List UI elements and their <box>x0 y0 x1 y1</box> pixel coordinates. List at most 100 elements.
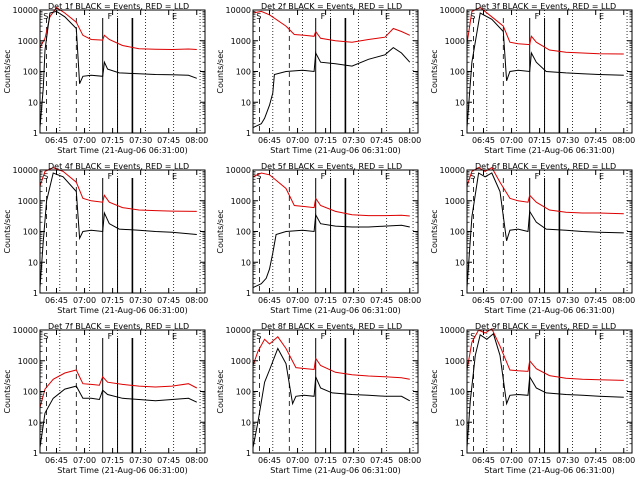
x-tick-label: 08:00 <box>398 456 421 465</box>
black-series-line <box>466 332 624 448</box>
y-tick-label: 1 <box>246 129 251 138</box>
red-series-line <box>39 167 197 212</box>
x-tick-label: 07:30 <box>556 136 579 145</box>
y-tick-label: 1 <box>33 289 38 298</box>
x-tick-label: 07:45 <box>370 456 393 465</box>
y-tick-label: 100 <box>23 388 38 397</box>
flag-label-f: F <box>108 172 113 181</box>
plot-title: Det 9f BLACK = Events, RED = LLD <box>475 322 616 331</box>
plot-title: Det 5f BLACK = Events, RED = LLD <box>261 162 402 171</box>
y-tick-label: 1000 <box>231 197 251 206</box>
y-tick-label: 1000 <box>445 37 465 46</box>
flag-label-e: E <box>599 172 604 181</box>
x-tick-label: 06:45 <box>258 136 281 145</box>
flag-label-e: E <box>172 332 177 341</box>
y-tick-label: 10000 <box>226 166 251 175</box>
detector-plot-5: S F E 1 10 100 1000 10000 06:45 07:00 07:15 07:30 07… <box>216 162 421 315</box>
detector-plot-7: S F E 1 10 100 1000 10000 06:45 07:00 07:15 07:30 07… <box>3 322 208 475</box>
detector-plot-3: S F E 1 10 100 1000 10000 06:45 07:00 07:15 07:30 07… <box>430 2 635 155</box>
x-tick-label: 07:00 <box>286 136 309 145</box>
flag-label-f: F <box>321 12 326 21</box>
y-tick-label: 1000 <box>231 37 251 46</box>
x-tick-label: 06:45 <box>45 296 68 305</box>
black-series-line <box>252 46 411 129</box>
y-tick-label: 10000 <box>226 326 251 335</box>
x-axis-label: Start Time (21-Aug-06 06:31:00) <box>270 146 401 155</box>
x-tick-label: 07:30 <box>342 296 365 305</box>
y-tick-label: 100 <box>236 388 251 397</box>
x-tick-label: 08:00 <box>185 456 208 465</box>
red-series-line <box>466 7 624 55</box>
red-series-line <box>39 6 197 51</box>
x-tick-label: 06:45 <box>472 296 495 305</box>
red-series-line <box>466 327 624 381</box>
x-tick-label: 06:45 <box>258 456 281 465</box>
plot-title: Det 2f BLACK = Events, RED = LLD <box>261 2 402 11</box>
y-axis-label: Counts/sec <box>216 369 225 413</box>
y-tick-label: 10 <box>241 98 251 107</box>
flag-label-s: S <box>43 332 48 341</box>
flag-label-f: F <box>535 172 540 181</box>
plot-title: Det 4f BLACK = Events, RED = LLD <box>48 162 189 171</box>
x-tick-label: 07:00 <box>73 296 96 305</box>
x-tick-label: 07:00 <box>500 136 523 145</box>
x-tick-label: 06:45 <box>45 136 68 145</box>
x-tick-label: 06:45 <box>472 456 495 465</box>
x-axis-label: Start Time (21-Aug-06 06:31:00) <box>270 306 401 315</box>
x-tick-label: 07:00 <box>286 296 309 305</box>
x-tick-label: 08:00 <box>185 136 208 145</box>
flag-label-s: S <box>256 332 261 341</box>
detector-plot-8: S F E 1 10 100 1000 10000 06:45 07:00 07:15 07:30 07… <box>216 322 421 475</box>
x-axis-label: Start Time (21-Aug-06 06:31:00) <box>57 306 188 315</box>
x-tick-label: 07:45 <box>584 296 607 305</box>
flag-label-f: F <box>321 332 326 341</box>
flag-label-f: F <box>108 332 113 341</box>
detector-plot-1: S F E 1 10 100 1000 10000 06:45 07:00 07:15 07:30 07… <box>3 2 208 155</box>
plot-title: Det 1f BLACK = Events, RED = LLD <box>48 2 189 11</box>
y-tick-label: 100 <box>23 228 38 237</box>
x-tick-label: 07:00 <box>73 456 96 465</box>
y-axis-label: Counts/sec <box>216 49 225 93</box>
x-tick-label: 07:30 <box>556 456 579 465</box>
plot-frame <box>39 169 206 294</box>
y-tick-label: 1 <box>460 289 465 298</box>
x-tick-label: 08:00 <box>612 296 635 305</box>
y-tick-label: 10 <box>28 258 38 267</box>
x-tick-label: 07:00 <box>500 456 523 465</box>
x-tick-label: 07:15 <box>314 296 337 305</box>
y-tick-label: 10 <box>241 418 251 427</box>
plot-frame <box>466 169 633 294</box>
y-tick-label: 100 <box>236 228 251 237</box>
x-tick-label: 07:45 <box>370 296 393 305</box>
y-tick-label: 1000 <box>18 197 38 206</box>
black-series-line <box>252 213 410 289</box>
plot-frame <box>39 9 206 134</box>
y-tick-label: 10 <box>455 418 465 427</box>
black-series-line <box>466 172 624 288</box>
detector-plot-2: S F E 1 10 100 1000 10000 06:45 07:00 07:15 07:30 07… <box>216 2 421 155</box>
y-tick-label: 10000 <box>13 326 38 335</box>
x-tick-label: 07:15 <box>101 296 124 305</box>
flag-label-s: S <box>256 12 261 21</box>
y-tick-label: 1000 <box>18 357 38 366</box>
y-tick-label: 10 <box>455 98 465 107</box>
x-axis-label: Start Time (21-Aug-06 06:31:00) <box>57 146 188 155</box>
x-tick-label: 07:45 <box>584 456 607 465</box>
y-tick-label: 1 <box>246 289 251 298</box>
x-tick-label: 08:00 <box>185 296 208 305</box>
flag-label-s: S <box>43 12 48 21</box>
x-axis-label: Start Time (21-Aug-06 06:31:00) <box>484 146 615 155</box>
y-axis-label: Counts/sec <box>216 209 225 253</box>
y-axis-label: Counts/sec <box>430 49 439 93</box>
x-tick-label: 07:15 <box>314 456 337 465</box>
x-tick-label: 07:00 <box>500 296 523 305</box>
x-axis-label: Start Time (21-Aug-06 06:31:00) <box>484 306 615 315</box>
x-tick-label: 07:45 <box>157 136 180 145</box>
y-tick-label: 10000 <box>13 166 38 175</box>
flag-label-e: E <box>385 172 390 181</box>
x-axis-label: Start Time (21-Aug-06 06:31:00) <box>57 466 188 475</box>
x-tick-label: 07:45 <box>370 136 393 145</box>
x-tick-label: 08:00 <box>398 296 421 305</box>
y-tick-label: 1000 <box>18 37 38 46</box>
plot-frame <box>252 169 419 294</box>
